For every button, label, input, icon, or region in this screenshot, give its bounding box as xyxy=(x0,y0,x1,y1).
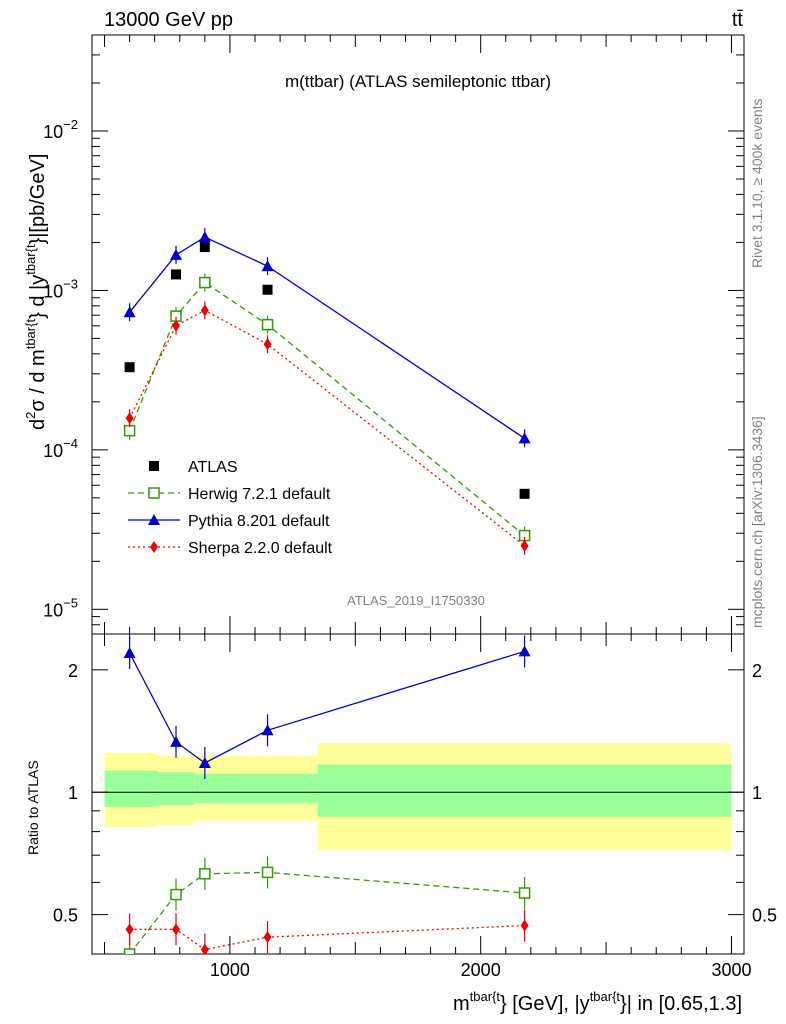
data-point xyxy=(199,276,211,289)
series-line xyxy=(129,236,525,439)
series-herwig xyxy=(123,273,531,545)
legend-marker xyxy=(150,541,158,553)
legend-entry: Herwig 7.2.1 default xyxy=(128,486,331,503)
header-left: 13000 GeV pp xyxy=(104,9,233,31)
ratio-point xyxy=(520,919,529,932)
legend-label: ATLAS xyxy=(188,459,238,476)
data-point xyxy=(261,260,274,272)
ratio-point xyxy=(261,866,274,879)
ratio-y-tick-label: 1 xyxy=(68,783,78,803)
ratio-plot-frame xyxy=(91,633,745,955)
header-right: tt̄ xyxy=(732,9,744,31)
series-line xyxy=(129,309,525,547)
analysis-label: ATLAS_2019_I1750330 xyxy=(347,593,485,608)
ratio-y-axis-label: Ratio to ATLAS xyxy=(25,760,41,855)
data-point xyxy=(123,306,136,318)
ratio-line xyxy=(129,871,525,954)
mcplots-label: mcplots.cern.ch [arXiv:1306.3436] xyxy=(749,416,765,628)
x-axis-label: mtbar{t} [GeV], |ytbar{t}| in [0.65,1.3] xyxy=(453,989,742,1015)
ratio-point xyxy=(261,724,274,736)
ratio-point xyxy=(123,948,136,954)
data-point xyxy=(261,318,274,331)
series-pythia xyxy=(123,228,531,448)
data-point xyxy=(263,338,272,351)
data-point xyxy=(200,304,209,317)
data-point xyxy=(198,231,211,243)
ratio-point xyxy=(263,931,272,944)
ratio-y-tick-label: 0.5 xyxy=(752,906,777,926)
ratio-series-herwig xyxy=(123,856,531,954)
band-inner-segment xyxy=(104,770,158,807)
series-sherpa xyxy=(125,301,529,555)
legend-label: Herwig 7.2.1 default xyxy=(188,486,331,503)
ratio-point xyxy=(170,735,183,747)
data-point xyxy=(172,319,181,332)
ratio-series-sherpa xyxy=(125,909,529,954)
ratio-series-pythia xyxy=(123,635,531,779)
ratio-y-tick-label: 2 xyxy=(752,661,762,681)
data-point xyxy=(518,432,531,444)
ratio-point xyxy=(172,923,181,936)
legend: ATLAS Herwig 7.2.1 default Pythia 8.201 de… xyxy=(128,459,333,557)
data-point xyxy=(199,242,210,253)
legend-entry: Sherpa 2.2.0 default xyxy=(128,540,333,557)
legend-label: Sherpa 2.2.0 default xyxy=(188,540,333,557)
data-point xyxy=(125,412,134,425)
band-inner-segment xyxy=(317,764,732,817)
series-atlas xyxy=(124,242,530,499)
legend-marker xyxy=(148,487,160,499)
ratio-point xyxy=(170,888,182,901)
legend-entry: Pythia 8.201 default xyxy=(128,513,330,530)
y-axis-label: d2σ / d mtbar{t} d |ytbar{t}|[pb/GeV] xyxy=(23,154,49,430)
ratio-point xyxy=(125,923,134,936)
x-tick-label: 3000 xyxy=(711,960,751,980)
rivet-label: Rivet 3.1.10, ≥ 400k events xyxy=(749,98,765,268)
legend-marker xyxy=(148,514,160,525)
ratio-point xyxy=(199,868,211,880)
x-tick-label: 1000 xyxy=(210,960,250,980)
ratio-point xyxy=(200,943,209,954)
data-point xyxy=(171,269,182,280)
data-point xyxy=(520,539,529,552)
ratio-y-tick-label: 1 xyxy=(752,783,762,803)
band-inner-segment xyxy=(194,773,318,804)
series-line xyxy=(129,281,525,537)
legend-entry: ATLAS xyxy=(149,459,238,476)
ratio-y-tick-label: 0.5 xyxy=(53,906,78,926)
plot-title: m(ttbar) (ATLAS semileptonic ttbar) xyxy=(285,72,551,91)
data-point xyxy=(262,284,273,295)
ratio-uncertainty-bands xyxy=(92,743,744,851)
ratio-y-tick-label: 2 xyxy=(68,661,78,681)
data-point xyxy=(170,248,183,260)
y-tick-label: 10−2 xyxy=(43,117,78,142)
y-tick-label: 10−4 xyxy=(43,436,78,461)
data-point xyxy=(519,488,530,499)
ratio-point xyxy=(518,645,531,657)
legend-label: Pythia 8.201 default xyxy=(188,513,330,530)
ratio-point xyxy=(123,647,136,659)
ratio-point xyxy=(198,756,211,768)
data-point xyxy=(124,362,135,373)
ratio-point xyxy=(518,887,531,899)
x-tick-label: 2000 xyxy=(461,960,501,980)
y-tick-label: 10−5 xyxy=(43,595,78,620)
band-inner-segment xyxy=(157,772,195,806)
legend-marker xyxy=(149,461,159,471)
y-tick-label: 10−3 xyxy=(43,276,78,301)
ratio-line xyxy=(129,924,525,951)
